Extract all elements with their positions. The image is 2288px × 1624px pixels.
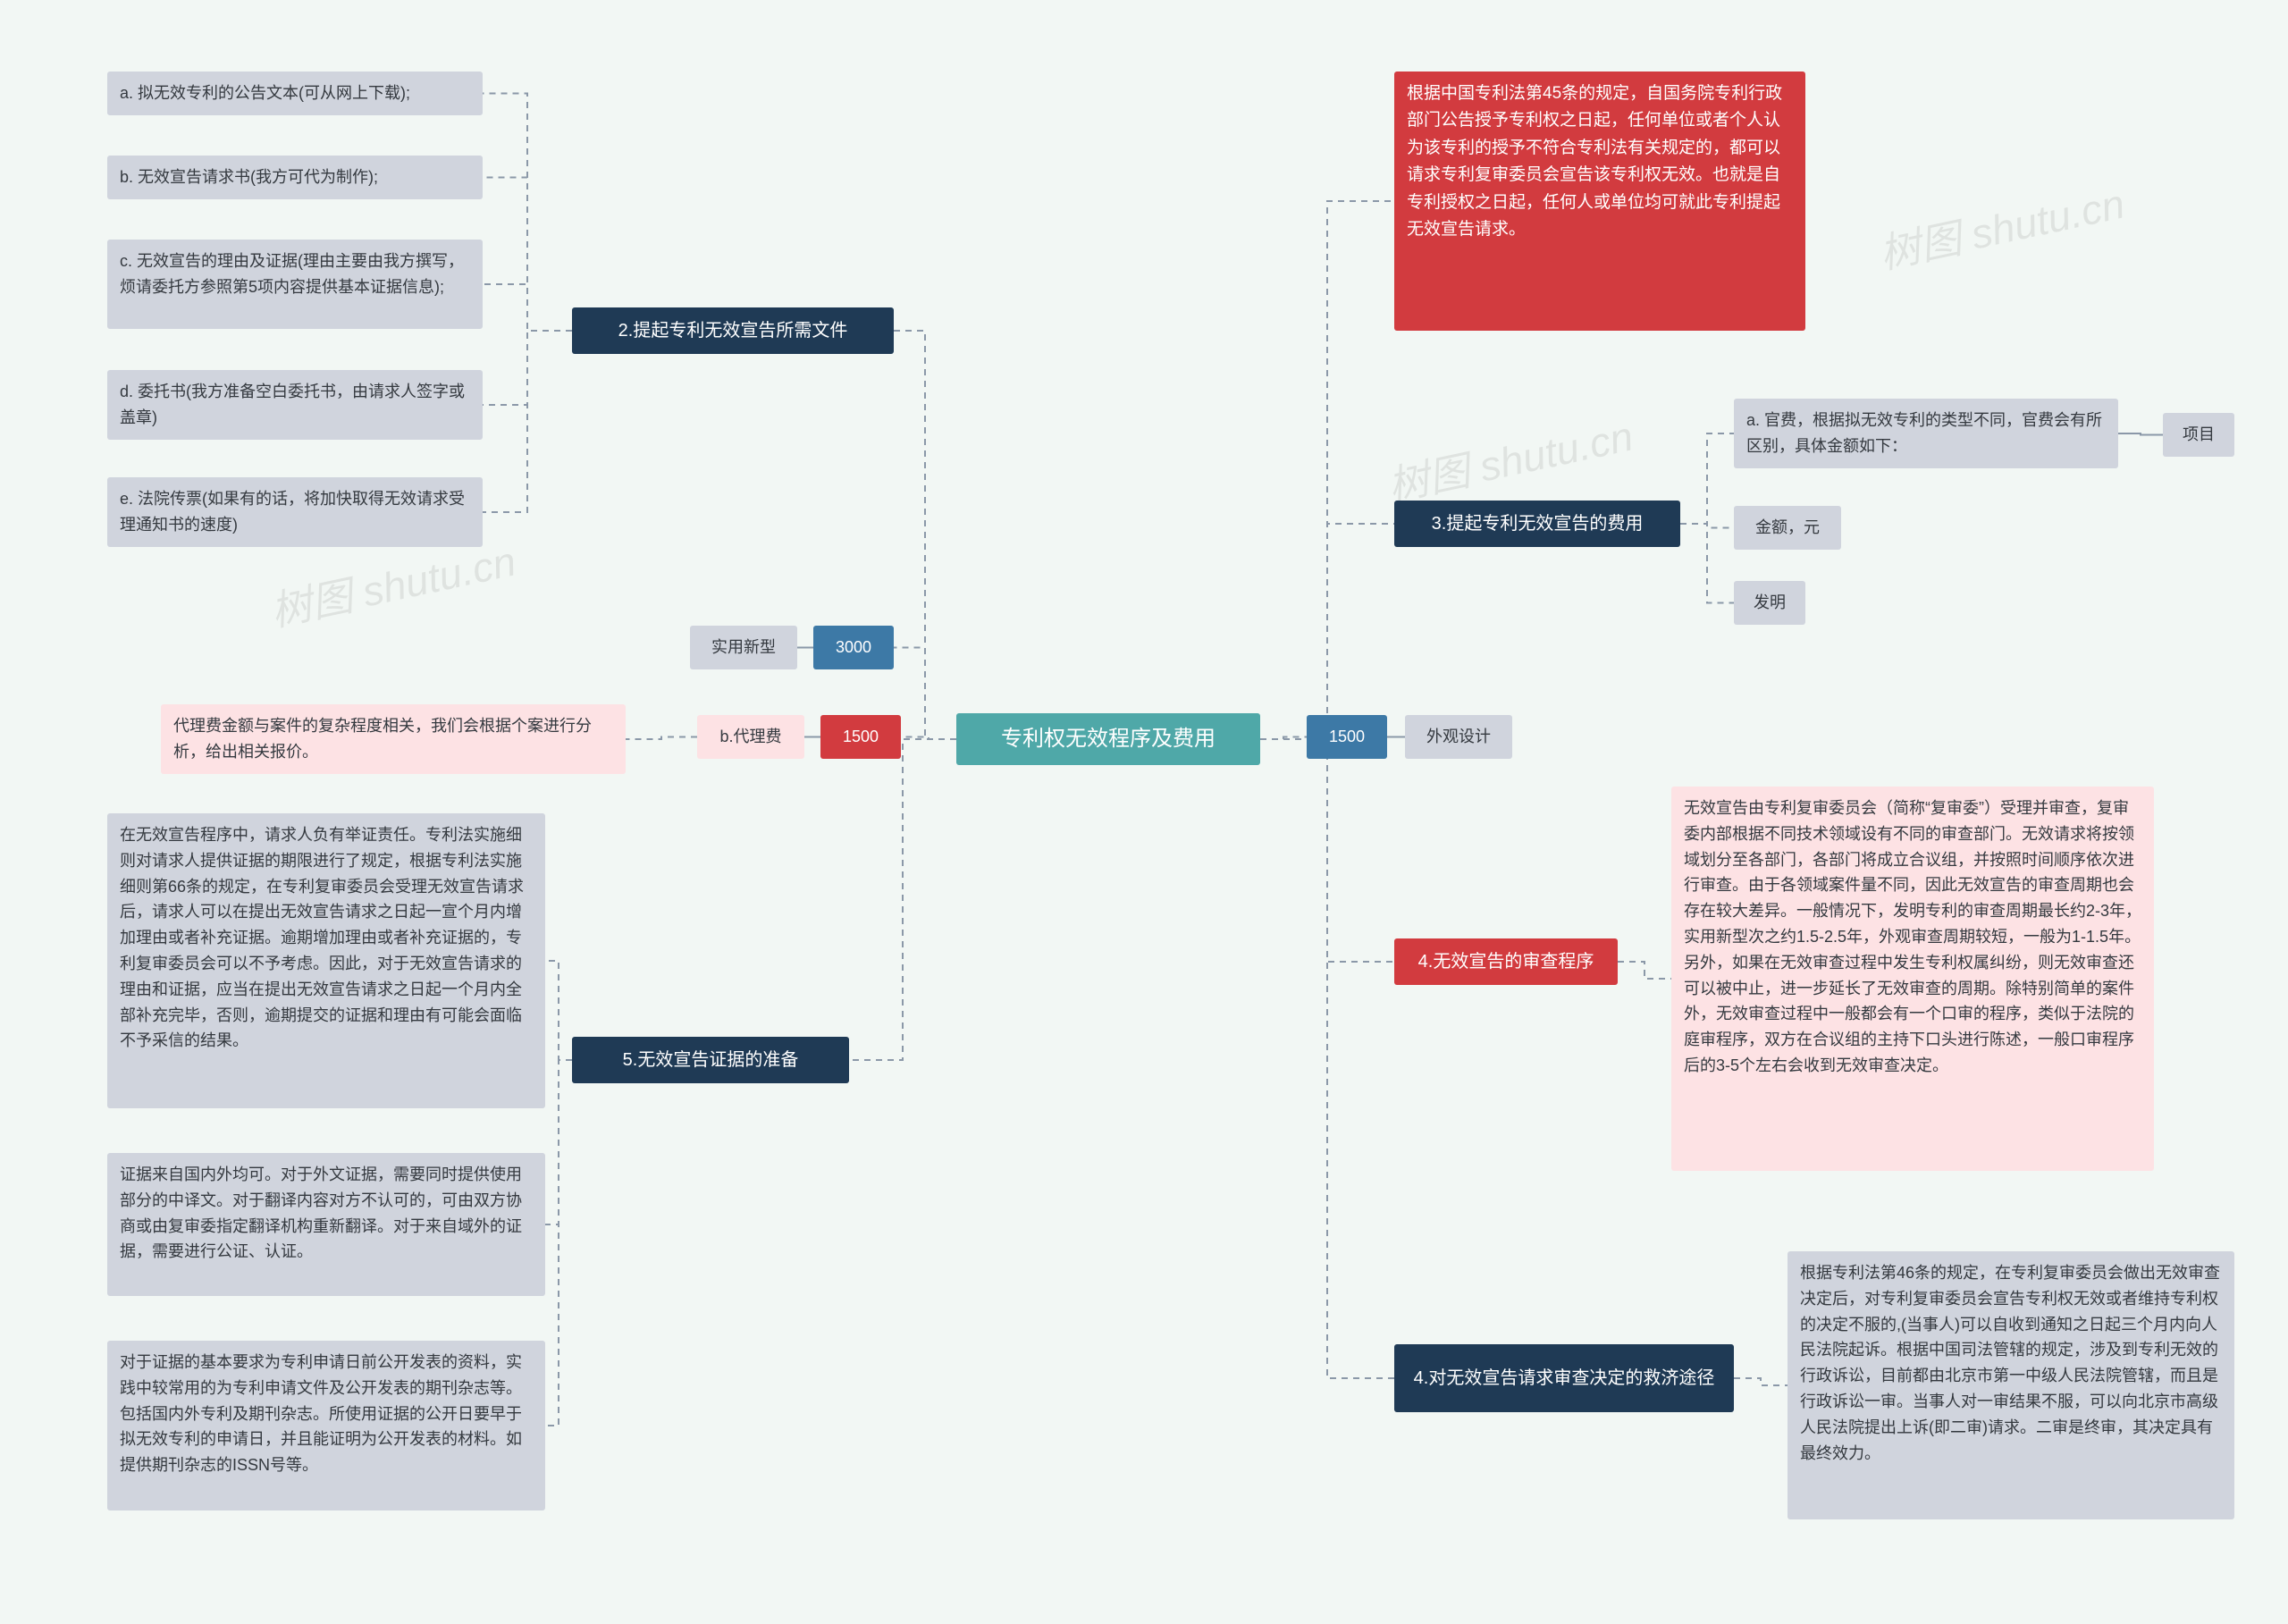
node-agent: b.代理费 <box>697 715 804 759</box>
node-p4: 无效宣告由专利复审委员会（简称“复审委”）受理并审查，复审委内部根据不同技术领域… <box>1671 787 2154 1171</box>
node-p5c: 对于证据的基本要求为专利申请日前公开发表的资料，实践中较常用的为专利申请文件及公… <box>107 1341 545 1510</box>
node-p5b: 证据来自国内外均可。对于外文证据，需要同时提供使用部分的中译文。对于翻译内容对方… <box>107 1153 545 1296</box>
node-text: b. 无效宣告请求书(我方可代为制作); <box>120 168 378 186</box>
edge-center-n4b <box>1260 739 1394 1378</box>
node-text: 4.对无效宣告请求审查决定的救济途径 <box>1414 1364 1715 1393</box>
node-text: 5.无效宣告证据的准备 <box>623 1046 799 1074</box>
edge-n5-p5b <box>545 1060 572 1224</box>
edge-center-n5 <box>849 739 956 1060</box>
node-text: 4.无效宣告的审查程序 <box>1418 947 1594 976</box>
node-p5a: 在无效宣告程序中，请求人负有举证责任。专利法实施细则对请求人提供证据的期限进行了… <box>107 813 545 1108</box>
node-text: e. 法院传票(如果有的话，将加快取得无效请求受理通知书的速度) <box>120 490 465 534</box>
edge-center-n4 <box>1260 739 1394 962</box>
node-util: 实用新型 <box>690 626 797 669</box>
edge-n5-p5a <box>545 961 572 1060</box>
node-d: d. 委托书(我方准备空白委托书，由请求人签字或盖章) <box>107 370 483 440</box>
node-text: a. 拟无效专利的公告文本(可从网上下载); <box>120 84 410 102</box>
node-text: 代理费金额与案件的复杂程度相关，我们会根据个案进行分析，给出相关报价。 <box>173 717 592 761</box>
node-text: 3000 <box>836 635 871 661</box>
edge-center-des_v <box>1260 737 1307 740</box>
edge-agent-agent_desc <box>626 737 697 740</box>
edge-n5-p5c <box>545 1060 572 1426</box>
node-text: 外观设计 <box>1426 724 1491 750</box>
node-n4: 4.无效宣告的审查程序 <box>1394 938 1618 985</box>
node-text: 对于证据的基本要求为专利申请日前公开发表的资料，实践中较常用的为专利申请文件及公… <box>120 1353 522 1474</box>
node-text: 发明 <box>1754 590 1786 616</box>
edge-n3-fee_inv <box>1680 524 1734 603</box>
node-n3: 3.提起专利无效宣告的费用 <box>1394 501 1680 547</box>
watermark: 树图 shutu.cn <box>1382 404 1637 514</box>
node-n4b: 4.对无效宣告请求审查决定的救济途径 <box>1394 1344 1734 1412</box>
node-text: 证据来自国内外均可。对于外文证据，需要同时提供使用部分的中译文。对于翻译内容对方… <box>120 1165 522 1260</box>
node-p4b: 根据专利法第46条的规定，在专利复审委员会做出无效审查决定后，对专利复审委员会宣… <box>1788 1251 2234 1519</box>
edge-n2-b <box>483 178 572 332</box>
node-n2: 2.提起专利无效宣告所需文件 <box>572 307 894 354</box>
node-text: 专利权无效程序及费用 <box>1001 722 1216 756</box>
edge-center-util_v <box>894 648 956 740</box>
node-des: 外观设计 <box>1405 715 1512 759</box>
edge-n3-fee_a <box>1680 433 1734 524</box>
node-text: 在无效宣告程序中，请求人负有举证责任。专利法实施细则对请求人提供证据的期限进行了… <box>120 826 524 1049</box>
edge-n4b-p4b <box>1734 1378 1788 1385</box>
node-text: 实用新型 <box>711 635 776 661</box>
node-c: c. 无效宣告的理由及证据(理由主要由我方撰写，烦请委托方参照第5项内容提供基本… <box>107 240 483 329</box>
edge-fee_a-fee_proj <box>2118 433 2163 435</box>
node-text: 1500 <box>1329 724 1365 750</box>
node-center: 专利权无效程序及费用 <box>956 713 1260 765</box>
edge-center-n2 <box>894 331 956 739</box>
edge-n4-p4 <box>1618 962 1671 979</box>
node-text: a. 官费，根据拟无效专利的类型不同，官费会有所区别，具体金额如下： <box>1746 411 2102 455</box>
edge-n2-d <box>483 331 572 405</box>
edge-n3-fee_amt <box>1680 524 1734 528</box>
node-a: a. 拟无效专利的公告文本(可从网上下载); <box>107 72 483 115</box>
node-text: 3.提起专利无效宣告的费用 <box>1432 509 1644 538</box>
node-text: d. 委托书(我方准备空白委托书，由请求人签字或盖章) <box>120 383 465 426</box>
edge-n2-a <box>483 94 572 332</box>
mindmap-canvas: 树图 shutu.cn树图 shutu.cn树图 shutu.cn树图 shut… <box>0 0 2288 1624</box>
node-text: 项目 <box>2183 422 2215 448</box>
node-e: e. 法院传票(如果有的话，将加快取得无效请求受理通知书的速度) <box>107 477 483 547</box>
node-des_v: 1500 <box>1307 715 1387 759</box>
node-text: 无效宣告由专利复审委员会（简称“复审委”）受理并审查，复审委内部根据不同技术领域… <box>1684 799 2141 1074</box>
node-text: 根据中国专利法第45条的规定，自国务院专利行政部门公告授予专利权之日起，任何单位… <box>1407 84 1782 239</box>
node-n5: 5.无效宣告证据的准备 <box>572 1037 849 1083</box>
node-text: b.代理费 <box>719 724 781 750</box>
node-b: b. 无效宣告请求书(我方可代为制作); <box>107 156 483 199</box>
node-fee_proj: 项目 <box>2163 413 2234 457</box>
node-fee_amt: 金额，元 <box>1734 506 1841 550</box>
node-text: c. 无效宣告的理由及证据(理由主要由我方撰写，烦请委托方参照第5项内容提供基本… <box>120 252 464 296</box>
watermark: 树图 shutu.cn <box>1873 172 2129 282</box>
edge-center-agent_v <box>901 737 956 740</box>
edge-center-intro <box>1260 201 1394 739</box>
node-intro: 根据中国专利法第45条的规定，自国务院专利行政部门公告授予专利权之日起，任何单位… <box>1394 72 1805 331</box>
node-fee_a: a. 官费，根据拟无效专利的类型不同，官费会有所区别，具体金额如下： <box>1734 399 2118 468</box>
edge-n2-c <box>483 284 572 331</box>
node-text: 金额，元 <box>1755 515 1820 541</box>
node-text: 1500 <box>843 724 879 750</box>
node-agent_v: 1500 <box>820 715 901 759</box>
node-text: 2.提起专利无效宣告所需文件 <box>618 316 848 345</box>
edge-n2-e <box>483 331 572 512</box>
node-util_v: 3000 <box>813 626 894 669</box>
node-agent_desc: 代理费金额与案件的复杂程度相关，我们会根据个案进行分析，给出相关报价。 <box>161 704 626 774</box>
node-text: 根据专利法第46条的规定，在专利复审委员会做出无效审查决定后，对专利复审委员会宣… <box>1800 1264 2220 1462</box>
node-fee_inv: 发明 <box>1734 581 1805 625</box>
edge-center-n3 <box>1260 524 1394 739</box>
